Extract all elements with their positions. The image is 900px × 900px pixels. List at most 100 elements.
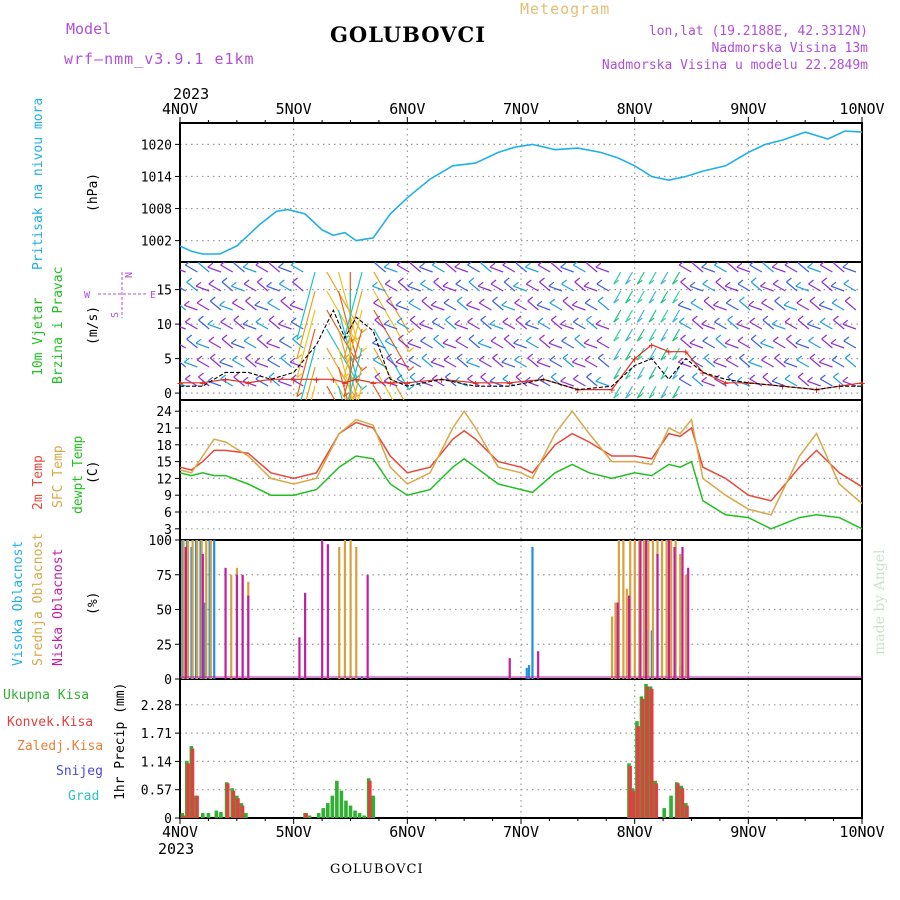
wind-barb-flag xyxy=(361,328,368,334)
cloud-bar xyxy=(674,540,677,679)
wind-barb xyxy=(337,366,349,400)
wind-barb-flag xyxy=(831,298,838,304)
wind-barb xyxy=(690,302,704,311)
wind-barb-flag xyxy=(296,373,303,379)
wind-barb-flag xyxy=(290,317,297,323)
top-date-label: 9NOV xyxy=(730,100,766,118)
wind-barb xyxy=(245,357,257,368)
wind-barb xyxy=(184,304,198,311)
gust-marker: + xyxy=(813,384,820,397)
wind-barb-flag xyxy=(186,334,193,340)
wind-barb-flag xyxy=(297,412,302,416)
wind-barb-flag xyxy=(386,353,392,359)
wind-barb xyxy=(373,359,386,368)
wind-barb xyxy=(233,262,245,273)
wind-barb-flag xyxy=(843,279,850,285)
wind-ylabel-colored-1: 10m Vjetar xyxy=(31,298,46,376)
wind-barb xyxy=(501,304,516,311)
wind-barb-flag xyxy=(761,298,767,304)
wind-barb xyxy=(431,264,445,273)
precip-bar xyxy=(371,795,376,818)
wind-barb xyxy=(445,262,457,273)
wind-barb-flag xyxy=(583,338,590,344)
wind-barb xyxy=(807,380,821,387)
wind-barb-flag xyxy=(672,393,678,399)
cloud-bar xyxy=(614,602,617,679)
wind-barb-flag xyxy=(833,262,836,264)
cloud-bar xyxy=(230,574,233,679)
wind-barb-flag xyxy=(280,353,287,359)
wind-barb xyxy=(714,378,727,387)
wind-barb-flag xyxy=(255,262,261,266)
wind-barb xyxy=(715,338,727,349)
cloud-bar xyxy=(537,651,540,679)
wind-barb xyxy=(595,380,610,387)
cloud-bar xyxy=(338,546,341,679)
wind-barb xyxy=(636,328,645,342)
wind-barb xyxy=(843,340,857,349)
wind-barb-flag xyxy=(738,353,745,359)
wind-barb xyxy=(196,359,210,368)
wind-barb-flag xyxy=(350,414,355,418)
wind-barb xyxy=(560,380,574,387)
wind-barb xyxy=(290,321,304,330)
wind-barb-flag xyxy=(386,296,392,302)
wind-ylabel-colored-2: Brzina i Pravac xyxy=(51,267,66,384)
wind-barb-flag xyxy=(677,357,684,363)
wind-barb-flag xyxy=(774,353,781,359)
wind-barb xyxy=(256,281,269,292)
wind-barb-flag xyxy=(443,355,450,361)
wind-barb xyxy=(843,283,857,292)
wind-barb xyxy=(326,290,363,352)
wind-barb xyxy=(383,380,398,387)
wind-barb-flag xyxy=(574,277,581,283)
wind-barb-flag xyxy=(196,355,203,361)
wind-barb-flag xyxy=(454,319,461,325)
wind-barb-flag xyxy=(445,315,451,321)
wind-barb-flag xyxy=(748,300,755,306)
wind-barb xyxy=(539,281,551,292)
wind-barb-flag xyxy=(613,336,620,342)
wind-barb xyxy=(703,357,716,368)
wind-barb-flag xyxy=(689,281,696,287)
wind-barb xyxy=(702,283,716,292)
gust-marker: + xyxy=(404,377,411,390)
wind-barb-flag xyxy=(613,355,620,361)
wind-barb-flag xyxy=(184,262,191,266)
wind-barb xyxy=(724,342,739,349)
wind-barb xyxy=(725,359,739,368)
wind-barb xyxy=(421,300,434,311)
wind-barb-flag xyxy=(796,355,803,361)
wind-barb xyxy=(185,264,198,273)
wind-barb-flag xyxy=(680,277,686,283)
wind-barb-flag xyxy=(256,277,263,283)
precip-bar xyxy=(240,805,245,818)
gust-marker: + xyxy=(222,373,229,386)
cloud-bar xyxy=(360,676,364,679)
wind-barb-flag xyxy=(433,334,440,340)
wind-barb xyxy=(352,366,363,400)
wind-barb-flag xyxy=(207,376,214,382)
cloud-bar xyxy=(213,540,216,679)
wind-barb-flag xyxy=(597,296,604,302)
wind-barb-flag xyxy=(636,374,643,380)
wind-barb-flag xyxy=(477,338,484,344)
precip-bar xyxy=(628,765,632,818)
wind-barb xyxy=(548,342,563,349)
wind-barb xyxy=(573,378,586,387)
gust-marker: + xyxy=(330,373,337,386)
wind-barb xyxy=(443,302,457,311)
wind-barb xyxy=(198,376,210,387)
wind-barb-flag xyxy=(455,336,462,342)
wind-barb xyxy=(372,285,386,292)
wind-barb xyxy=(727,319,739,330)
wind-barb-flag xyxy=(844,353,851,359)
wind-barb xyxy=(490,340,504,349)
wind-barb-flag xyxy=(408,298,415,304)
wind-barb-flag xyxy=(409,315,416,321)
wind-barb xyxy=(736,323,751,330)
model-label: Model xyxy=(66,20,112,38)
precip-bar xyxy=(200,813,205,818)
wind-barb-flag xyxy=(713,300,719,306)
wind-barb-flag xyxy=(797,372,804,378)
